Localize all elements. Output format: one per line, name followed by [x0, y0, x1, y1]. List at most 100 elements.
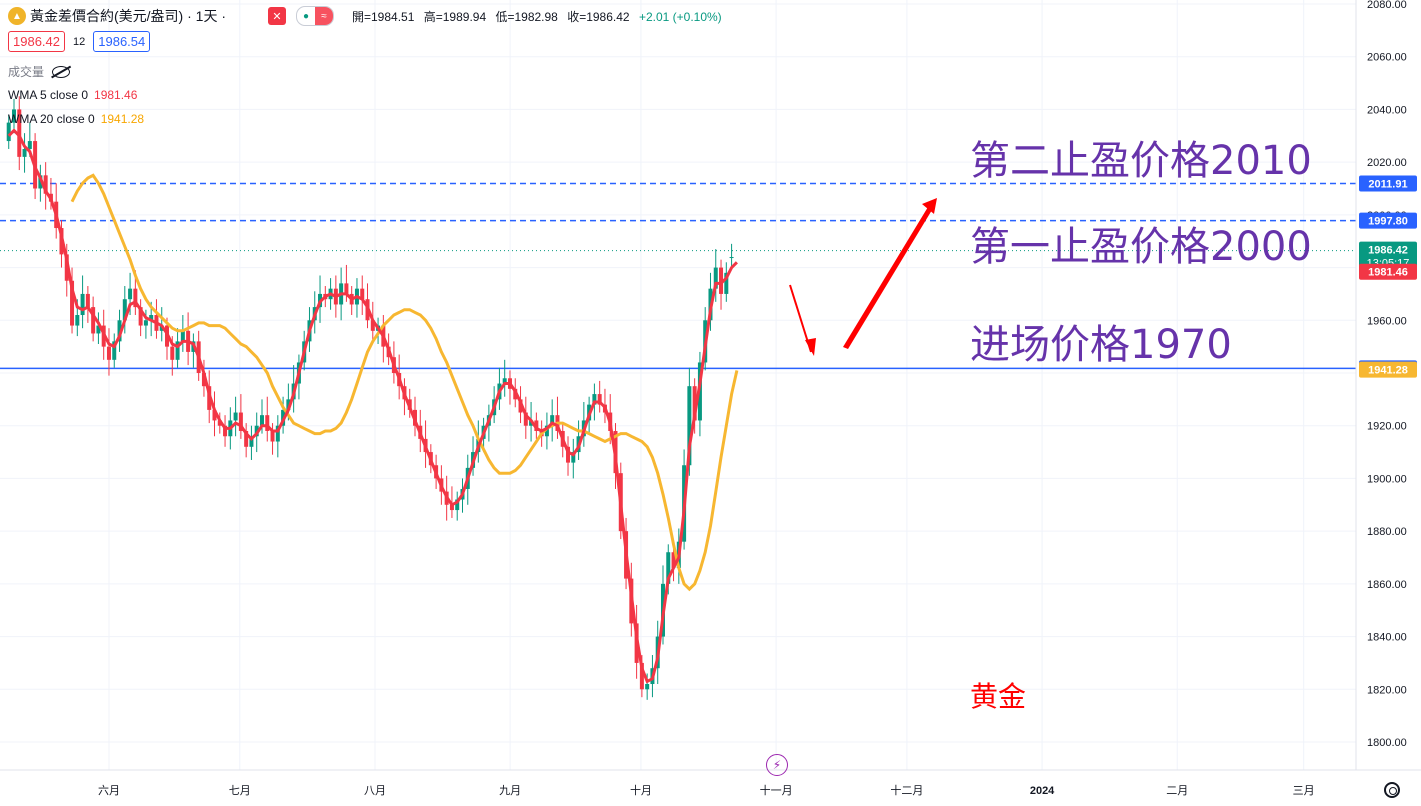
candle-body	[128, 288, 133, 300]
time-tick-label: 八月	[364, 785, 386, 797]
open-value: 開=1984.51	[352, 9, 415, 24]
buy-price-button[interactable]: 1986.54	[93, 31, 151, 52]
candle-body	[571, 452, 576, 463]
price-tick-label: 1800.00	[1367, 737, 1407, 749]
gear-icon[interactable]	[1384, 782, 1400, 798]
approx-icon: ≈	[315, 7, 333, 25]
candle-body	[259, 415, 264, 426]
price-tick-label: 1920.00	[1367, 421, 1407, 433]
candle-body	[671, 552, 676, 569]
eye-hidden-icon[interactable]	[52, 65, 71, 78]
wma20-label: WMA 20 close 0	[8, 112, 95, 126]
entry-annotation: 进场价格1970	[970, 322, 1232, 368]
price-line-label-bg	[1359, 212, 1417, 229]
candle-body	[249, 436, 254, 447]
close-value: 收=1986.42	[567, 9, 630, 24]
price-label-bg	[1359, 361, 1417, 378]
candle-body	[201, 373, 206, 387]
candle-body	[138, 307, 143, 326]
candle-body	[687, 386, 692, 466]
candle-body	[244, 430, 249, 447]
annotation-texts: 第二止盈价格2010 第一止盈价格2000 进场价格1970 黄金	[970, 138, 1312, 713]
candle-body	[91, 307, 96, 334]
wma5-label: WMA 5 close 0	[8, 88, 89, 102]
candle-body	[122, 299, 127, 321]
volume-indicator[interactable]: 成交量	[8, 63, 71, 80]
candle-body	[666, 552, 671, 584]
candle-body	[724, 272, 729, 294]
candle-body	[27, 141, 32, 149]
candle-body	[43, 175, 48, 194]
x-icon[interactable]: ✕	[268, 7, 286, 25]
candle-body	[592, 394, 597, 405]
price-axis-bg	[1356, 0, 1421, 806]
candle-body	[270, 430, 275, 442]
price-tick-label: 2040.00	[1367, 104, 1407, 116]
candle-body	[170, 346, 175, 360]
arrow-up-shaft	[843, 202, 935, 349]
chart-grid	[0, 0, 1356, 770]
time-tick-label: 十一月	[760, 783, 793, 797]
candle-body	[75, 315, 80, 326]
price-tick-label: 1860.00	[1367, 579, 1407, 591]
lightning-icon[interactable]: ⚡	[766, 754, 788, 776]
volume-label: 成交量	[8, 65, 45, 79]
time-axis[interactable]: 六月 七月 八月 九月 十月 十一月 十二月 2024 二月 三月	[0, 769, 1421, 797]
candle-body	[80, 293, 85, 316]
candle-body	[106, 346, 111, 360]
candle-body	[455, 499, 460, 511]
time-tick-label: 2024	[1030, 785, 1055, 797]
price-label: 1981.46	[1368, 267, 1408, 279]
wma20-legend[interactable]: WMA 20 close 0 1941.28	[8, 112, 144, 126]
annotation-arrows	[789, 198, 937, 356]
time-tick-label: 二月	[1166, 785, 1188, 797]
candle-body	[70, 280, 75, 326]
time-tick-label: 十二月	[890, 783, 923, 797]
status-pill[interactable]: ● ≈	[296, 6, 334, 26]
horizontal-lines	[0, 182, 1356, 370]
ohlc-values: 開=1984.51 高=1989.94 低=1982.98 收=1986.42 …	[352, 8, 722, 25]
candle-body	[233, 412, 238, 421]
wma5-legend[interactable]: WMA 5 close 0 1981.46	[8, 88, 137, 102]
low-value: 低=1982.98	[495, 9, 558, 24]
candlestick-series	[6, 96, 734, 700]
tp2-annotation: 第二止盈价格2010	[970, 138, 1312, 184]
candle-body	[566, 446, 571, 463]
time-tick-label: 十月	[630, 783, 652, 797]
sell-price-button[interactable]: 1986.42	[8, 31, 65, 52]
time-tick-label: 三月	[1293, 785, 1315, 797]
candle-body	[85, 293, 90, 308]
candle-body	[713, 267, 718, 289]
price-label: 1941.28	[1368, 365, 1408, 377]
arrow-down-head	[805, 338, 816, 356]
price-tick-label: 1820.00	[1367, 684, 1407, 696]
candle-body	[265, 415, 270, 431]
price-label: 1986.42	[1368, 245, 1408, 257]
price-tick-label: 1880.00	[1367, 526, 1407, 538]
wma20-line	[70, 173, 739, 592]
arrow-up-head	[922, 198, 937, 214]
wma5-value: 1981.46	[94, 88, 138, 102]
price-axis[interactable]: 2080.002060.002040.002020.002000.001980.…	[1355, 0, 1421, 806]
price-tick-label: 1840.00	[1367, 632, 1407, 644]
candle-body	[96, 325, 101, 334]
price-tick-label: 2080.00	[1367, 0, 1407, 11]
candle-body	[370, 320, 375, 331]
candle-body	[212, 409, 217, 421]
price-tick-label: 2020.00	[1367, 157, 1407, 169]
candle-body	[223, 425, 228, 437]
candle-body	[597, 394, 602, 405]
spread-value: 12	[73, 35, 86, 48]
price-label-bg	[1359, 263, 1417, 280]
candle-body	[344, 283, 349, 294]
symbol-title[interactable]: 黃金差價合約(美元/盎司) · 1天 ·	[30, 8, 226, 24]
candle-body	[112, 341, 117, 360]
candle-body	[719, 267, 724, 294]
candle-body	[550, 415, 555, 426]
high-value: 高=1989.94	[423, 9, 487, 24]
candle-body	[502, 378, 507, 384]
gold-coin-icon: ▲	[8, 7, 26, 25]
price-tick-label: 2060.00	[1367, 52, 1407, 64]
candle-body	[11, 109, 16, 123]
